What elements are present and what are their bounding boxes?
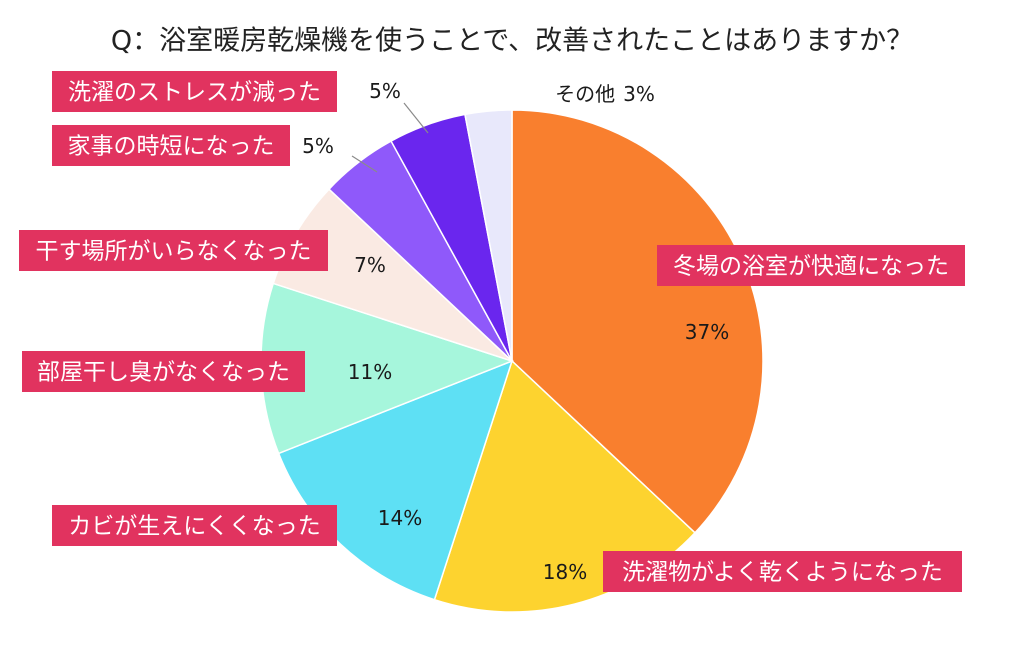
category-label-1: 冬場の浴室が快適になった — [673, 254, 949, 280]
chart-title: Q：浴室暖房乾燥機を使うことで、改善されたことはありますか？ — [111, 26, 913, 57]
category-label-6: 家事の時短になった — [68, 134, 275, 160]
category-label-box-3 — [52, 505, 337, 546]
category-label-2: 洗濯物がよく乾くようになった — [622, 560, 943, 586]
slice-percent-label-8: 3% — [623, 82, 655, 106]
category-label-box-5 — [19, 230, 328, 271]
leader-line-7 — [403, 102, 429, 134]
leader-lines — [351, 102, 429, 173]
category-label-box-2 — [603, 551, 962, 592]
category-name-8: その他 — [555, 82, 615, 106]
slice-percent-label-1: 37% — [685, 320, 729, 344]
category-label-8: その他 3% — [555, 82, 655, 106]
category-label-3: カビが生えにくくなった — [68, 514, 321, 540]
percent-labels: 37% 18% 14% 11% 7% 5% 5% — [302, 79, 729, 584]
slice-percent-label-5: 7% — [354, 253, 386, 277]
category-label-box-1 — [657, 245, 965, 286]
slice-percent-label-2: 18% — [543, 560, 587, 584]
category-label-box-6 — [52, 125, 290, 166]
category-label-7: 洗濯のストレスが減った — [68, 80, 321, 106]
pie-slice-8 — [464, 109, 513, 362]
slice-percent-label-4: 11% — [348, 360, 392, 384]
slice-percent-label-7: 5% — [369, 79, 401, 103]
category-label-box-7 — [52, 71, 337, 112]
category-label-5: 干す場所がいらなくなった — [36, 239, 312, 265]
slice-percent-label-6: 5% — [302, 134, 334, 158]
slice-percent-label-3: 14% — [378, 506, 422, 530]
category-label-box-4 — [22, 351, 305, 392]
leader-line-6 — [351, 155, 378, 173]
category-label-4: 部屋干し臭がなくなった — [37, 360, 290, 386]
